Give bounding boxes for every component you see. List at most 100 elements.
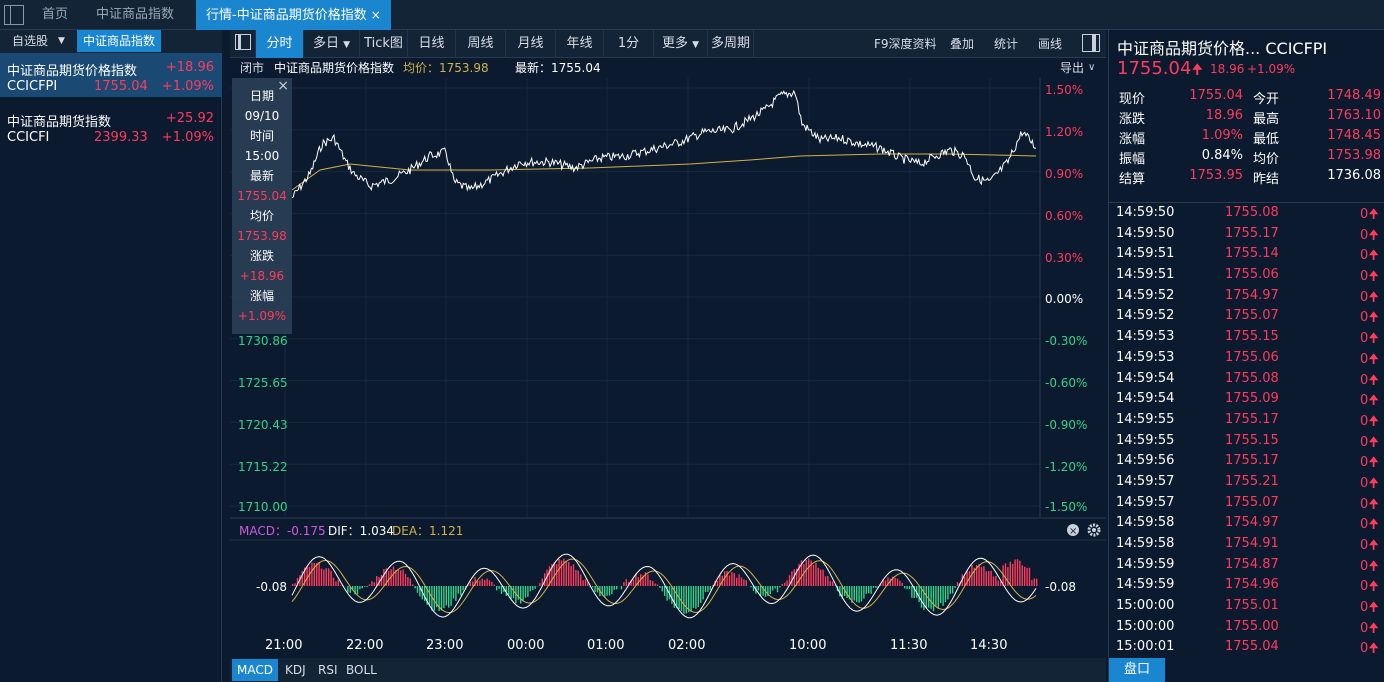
tab-kdj[interactable]: KDJ <box>280 659 311 681</box>
list-item[interactable]: 中证商品期货指数 +25.92 CCICFI 2399.33 +1.09% <box>0 104 222 148</box>
tab-watchlist[interactable]: 自选股 <box>6 30 54 52</box>
tick-volume-value: 0 <box>1359 496 1369 512</box>
tick-volume-value: 0 <box>1359 351 1369 367</box>
overlay-button[interactable]: 叠加 <box>950 37 975 51</box>
tab-intraday[interactable]: 分时 <box>256 30 304 58</box>
tab-1min[interactable]: 1分 <box>604 30 654 58</box>
macd-bar <box>973 567 975 586</box>
tab-daily[interactable]: 日线 <box>408 30 456 58</box>
chevron-down-icon[interactable]: ▼ <box>58 36 65 46</box>
tab-multi-period[interactable]: 多周期 <box>708 30 754 58</box>
tab-tick[interactable]: Tick图 <box>360 30 408 58</box>
close-tooltip-icon[interactable]: × <box>277 78 289 94</box>
tab-commodity-list[interactable]: 中证商品指数 <box>77 30 162 52</box>
macd-axis-right: -0.08 <box>1045 580 1076 594</box>
macd-bar <box>553 562 555 586</box>
quote-value: 1753.98 <box>1327 148 1381 163</box>
right-panel-toggle-icon[interactable] <box>1082 34 1100 52</box>
tab-commodity-index[interactable]: 中证商品指数 <box>86 0 184 30</box>
left-panel-toggle[interactable] <box>230 30 256 58</box>
macd-bar <box>452 586 455 599</box>
f9-depth-button[interactable]: F9深度资料 <box>874 37 937 51</box>
draw-line-button[interactable]: 画线 <box>1038 37 1063 51</box>
tick-row: 14:59:59 1754.87 0🠉 <box>1109 555 1384 576</box>
tick-price: 1755.07 <box>1225 308 1279 324</box>
close-icon[interactable]: × <box>1067 524 1079 537</box>
list-item[interactable]: 中证商品期货价格指数 +18.96 CCICFPI 1755.04 +1.09% <box>0 53 222 97</box>
tab-home[interactable]: 首页 <box>32 0 78 30</box>
macd-bar <box>308 566 311 586</box>
tab-multi-day[interactable]: 多日 ▼ <box>304 30 360 58</box>
tick-price: 1755.09 <box>1225 391 1279 407</box>
tab-yearly[interactable]: 年线 <box>556 30 604 58</box>
left-axis-label: 1720.43 <box>238 418 288 432</box>
tick-price: 1755.01 <box>1225 598 1279 614</box>
gear-icon[interactable] <box>1087 523 1101 537</box>
macd-bar <box>476 580 479 586</box>
quote-label: 今开 <box>1253 92 1280 107</box>
time-label: 00:00 <box>507 638 544 653</box>
tick-list[interactable]: 14:59:50 1755.08 0🠉 14:59:50 1755.17 0🠉 14:59:… <box>1109 203 1384 658</box>
tick-time: 14:59:59 <box>1116 556 1175 572</box>
tab-weekly[interactable]: 周线 <box>456 30 506 58</box>
macd-bar <box>397 569 399 586</box>
stats-button[interactable]: 统计 <box>994 37 1019 51</box>
macd-bar <box>371 581 373 586</box>
close-tab-icon[interactable]: × <box>370 8 381 22</box>
macd-bar <box>436 586 438 608</box>
quote-value: 1753.95 <box>1189 168 1243 183</box>
tick-volume: 0🠉 <box>1360 598 1379 620</box>
quote-price-value: 1755.04 <box>1117 58 1192 79</box>
macd-bar <box>412 584 414 586</box>
macd-bar <box>1000 581 1002 586</box>
tick-volume-value: 0 <box>1359 310 1369 326</box>
macd-bar <box>359 586 361 590</box>
crosshair-tooltip: × 日期 09/10 时间 15:00 最新 1755.04 均价 1753.9… <box>232 78 292 334</box>
macd-bar <box>608 586 611 596</box>
macd-bar <box>1024 566 1026 586</box>
tab-more[interactable]: 更多 ▼ <box>654 30 708 58</box>
chart-grid <box>230 78 1040 518</box>
chevron-down-icon[interactable]: ∨ <box>1088 62 1096 73</box>
right-axis-label: -0.30% <box>1045 334 1087 348</box>
tab-macd[interactable]: MACD <box>232 659 278 681</box>
tick-row: 14:59:58 1754.97 0🠉 <box>1109 513 1384 534</box>
macd-bar <box>884 580 887 586</box>
tick-volume-value: 0 <box>1359 289 1369 305</box>
macd-bar <box>373 582 375 586</box>
macd-bar <box>438 586 440 611</box>
window-layout-icon[interactable] <box>4 5 24 25</box>
price-line <box>291 89 1037 199</box>
tab-rsi[interactable]: RSI <box>313 659 343 681</box>
macd-bar <box>635 573 637 586</box>
tick-volume-value: 0 <box>1359 600 1369 616</box>
quote-value: 1.09% <box>1201 128 1243 143</box>
macd-bar <box>824 576 827 586</box>
tab-order-book[interactable]: 盘口 <box>1109 658 1165 682</box>
macd-bar <box>827 575 829 586</box>
macd-bar <box>443 586 445 609</box>
macd-bar <box>613 586 615 590</box>
item-name: 中证商品期货指数 <box>7 115 112 130</box>
export-button[interactable]: 导出 <box>1060 61 1085 75</box>
tab-boll[interactable]: BOLL <box>341 659 382 681</box>
macd-bar <box>524 586 527 598</box>
tick-time: 15:00:00 <box>1116 598 1175 614</box>
arrow-up-icon: 🠉 <box>1368 455 1379 471</box>
dif-value: DIF：1.034 <box>328 524 394 538</box>
macd-bar <box>716 580 719 586</box>
panel-layout-icon[interactable] <box>235 34 251 50</box>
left-price-axis: 1730.86 1725.65 1720.43 1715.22 1710.00 <box>238 334 288 514</box>
tick-row: 14:59:50 1755.08 0🠉 <box>1109 203 1384 224</box>
macd-bar <box>908 586 911 590</box>
intraday-chart[interactable]: 1730.86 1725.65 1720.43 1715.22 1710.00 … <box>230 78 1106 658</box>
macd-bar <box>320 568 323 586</box>
macd-bar <box>630 580 632 586</box>
macd-bar <box>479 580 481 586</box>
right-axis-label: 1.20% <box>1045 125 1083 139</box>
tab-quote-active[interactable]: 行情-中证商品期货价格指数 × <box>196 0 391 30</box>
tick-row: 14:59:53 1755.06 0🠉 <box>1109 348 1384 369</box>
tab-monthly-label: 月线 <box>517 36 544 51</box>
tab-monthly[interactable]: 月线 <box>506 30 556 58</box>
macd-bar <box>952 586 954 594</box>
